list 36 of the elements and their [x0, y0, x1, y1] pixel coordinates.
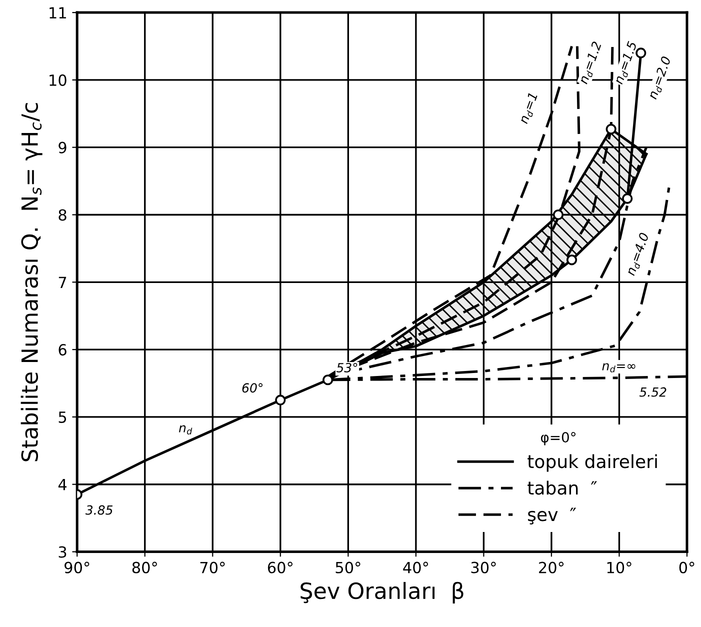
- x-tick-label: 0°: [679, 562, 694, 574]
- annotation: n$_{d}$=4.0: [625, 232, 651, 277]
- x-tick-label: 70°: [200, 562, 225, 574]
- annotation: n$_{d}$=2.0: [647, 56, 673, 100]
- x-tick-label: 60°: [268, 562, 292, 574]
- x-tick-label: 80°: [132, 562, 157, 574]
- annotation: 5.52: [639, 387, 666, 397]
- y-tick-label: 3: [58, 546, 66, 558]
- x-tick-label: 90°: [64, 562, 90, 574]
- y-tick-label: 4: [58, 479, 67, 490]
- y-tick-label: 6: [58, 344, 66, 356]
- annotation: 3.85: [85, 505, 113, 515]
- y-tick-label: 8: [58, 209, 66, 221]
- annotation: n$_{d}$=1.2: [578, 40, 604, 86]
- y-tick-label: 10: [50, 74, 66, 86]
- legend-label: taban ″: [528, 480, 597, 495]
- x-tick-label: 10°: [607, 562, 632, 574]
- annotation: n$_{d}$=1.5: [614, 40, 639, 86]
- legend-label: şev ″: [528, 508, 576, 524]
- y-tick-label: 9: [58, 142, 66, 154]
- x-axis-title: Şev Oranları β: [300, 582, 464, 604]
- y-tick-label: 11: [50, 7, 66, 18]
- x-tick-label: 30°: [471, 562, 496, 574]
- annotation: n$_{d}$=∞: [602, 363, 636, 372]
- x-tick-label: 20°: [539, 562, 564, 574]
- annotation: 53°: [336, 362, 358, 372]
- annotation: 60°: [242, 383, 263, 393]
- annotation: n$_{d}$: [178, 425, 192, 434]
- x-tick-label: 50°: [336, 562, 360, 574]
- annotation: n$_{d}$=1: [518, 92, 540, 125]
- legend-title: φ=0°: [540, 432, 576, 446]
- legend-label: topuk daireleri: [528, 454, 657, 472]
- y-axis-title: Stabilite Numarası Q. N$_{s}$= γH$_{c}$/c: [20, 103, 42, 462]
- y-tick-label: 5: [58, 412, 66, 423]
- x-tick-label: 40°: [403, 562, 428, 574]
- y-tick-label: 7: [58, 276, 66, 288]
